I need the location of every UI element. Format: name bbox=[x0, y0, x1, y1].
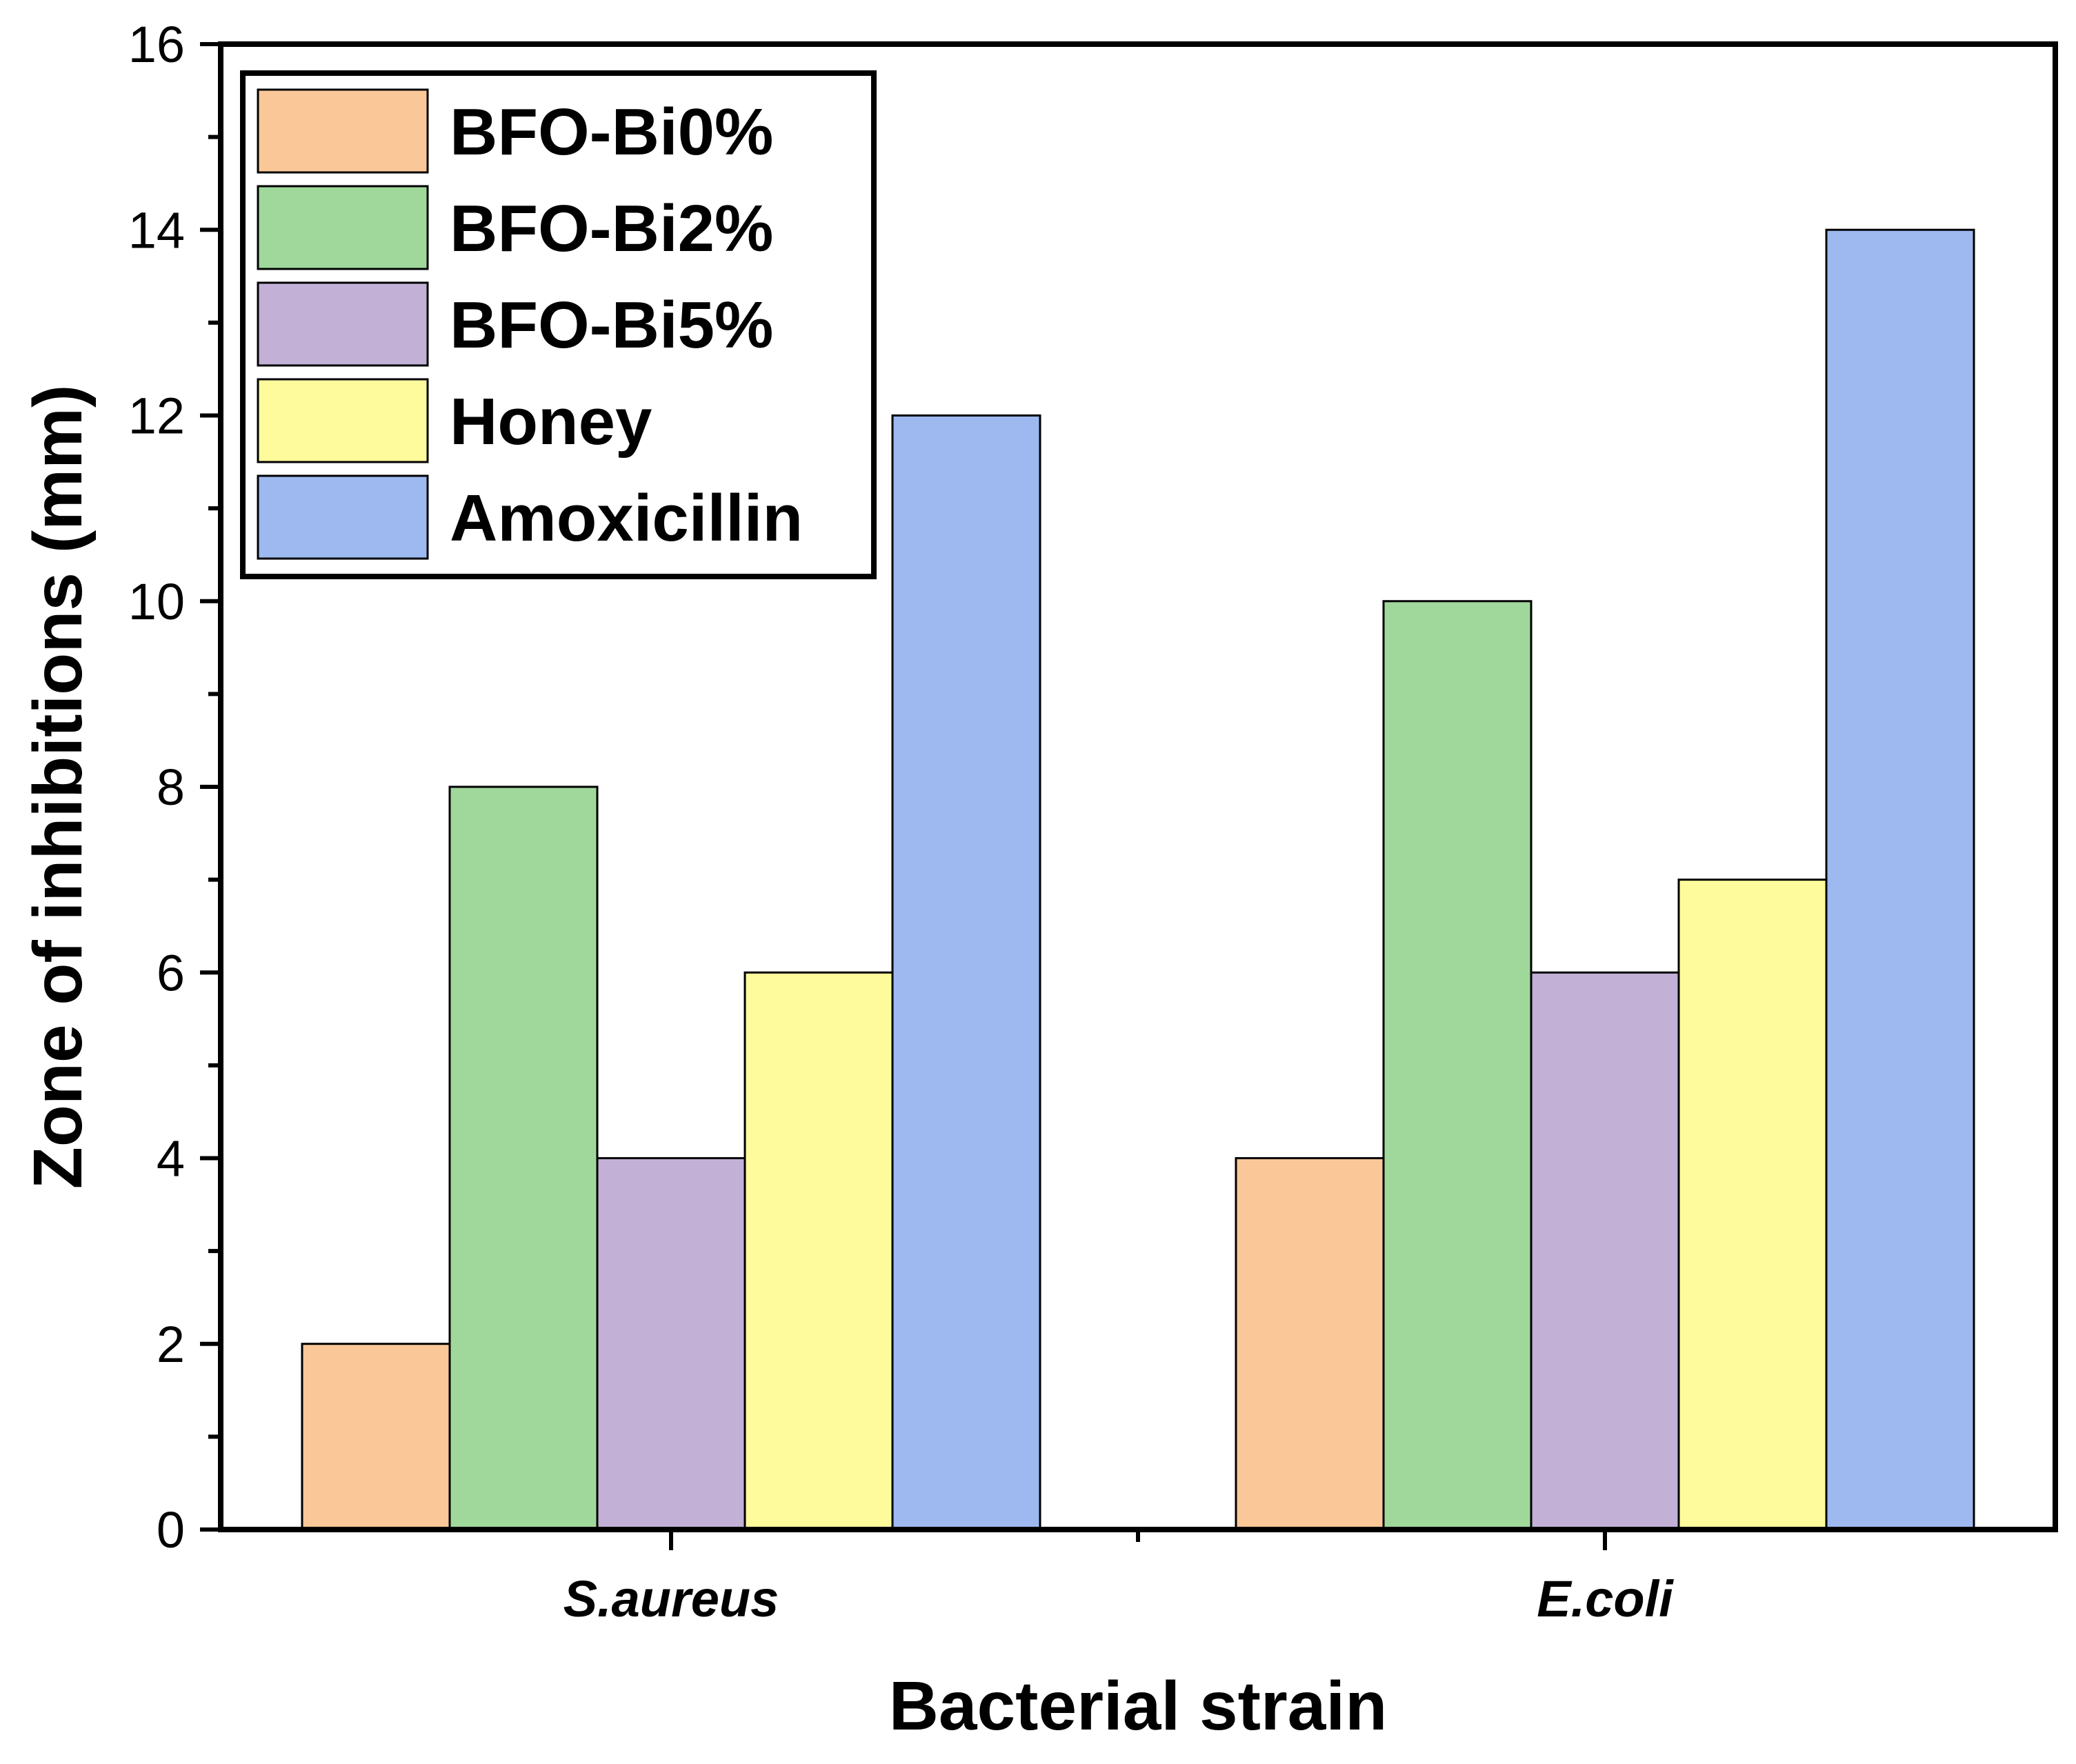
bar-amoxicillin-e-coli bbox=[1825, 228, 1975, 1531]
y-tick-label: 8 bbox=[157, 759, 185, 816]
legend-swatch bbox=[257, 378, 429, 463]
plot-frame bbox=[218, 41, 2058, 1532]
bar-bfo-bi0--e-coli bbox=[1235, 1157, 1385, 1531]
x-category-label: E.coli bbox=[1537, 1570, 1674, 1627]
bar-bfo-bi0--s-aureus bbox=[301, 1343, 451, 1531]
bars-group bbox=[301, 228, 1975, 1531]
y-tick-label: 0 bbox=[157, 1501, 185, 1558]
legend-label: BFO-Bi0% bbox=[450, 95, 773, 169]
bar-amoxicillin-s-aureus bbox=[891, 414, 1041, 1531]
x-category-label: S.aureus bbox=[563, 1570, 779, 1627]
y-tick-label: 10 bbox=[128, 573, 185, 630]
legend-swatch bbox=[257, 185, 429, 270]
bar-bfo-bi2--s-aureus bbox=[448, 785, 599, 1531]
y-tick-label: 12 bbox=[128, 388, 185, 445]
y-tick-label: 2 bbox=[157, 1316, 185, 1373]
x-axis-title: Bacterial strain bbox=[889, 1667, 1388, 1745]
bar-bfo-bi5--e-coli bbox=[1530, 971, 1680, 1531]
legend-label: BFO-Bi5% bbox=[450, 288, 773, 362]
bar-bfo-bi5--s-aureus bbox=[596, 1157, 746, 1531]
y-tick-label: 16 bbox=[128, 16, 185, 73]
x-axis: S.aureus E.coli bbox=[563, 1530, 1674, 1627]
legend-swatch bbox=[257, 88, 429, 174]
y-tick-label: 14 bbox=[128, 201, 185, 259]
legend-label: BFO-Bi2% bbox=[450, 192, 773, 265]
legend-label: Honey bbox=[450, 385, 652, 459]
y-tick-label: 6 bbox=[157, 944, 185, 1001]
y-axis: 0 2 4 6 8 10 12 14 16 bbox=[128, 16, 221, 1558]
bar-honey-e-coli bbox=[1677, 879, 1828, 1531]
legend: BFO-Bi0% BFO-Bi2% BFO-Bi5% Honey Amoxicillin bbox=[240, 70, 877, 579]
bar-bfo-bi2--e-coli bbox=[1382, 600, 1533, 1531]
legend-swatch bbox=[257, 281, 429, 367]
bar-honey-s-aureus bbox=[743, 971, 894, 1531]
y-tick-label: 4 bbox=[157, 1130, 185, 1187]
y-axis-title: Zone of inhibitions (mm) bbox=[19, 385, 97, 1190]
legend-label: Amoxicillin bbox=[450, 481, 803, 555]
legend-swatch bbox=[257, 474, 429, 560]
